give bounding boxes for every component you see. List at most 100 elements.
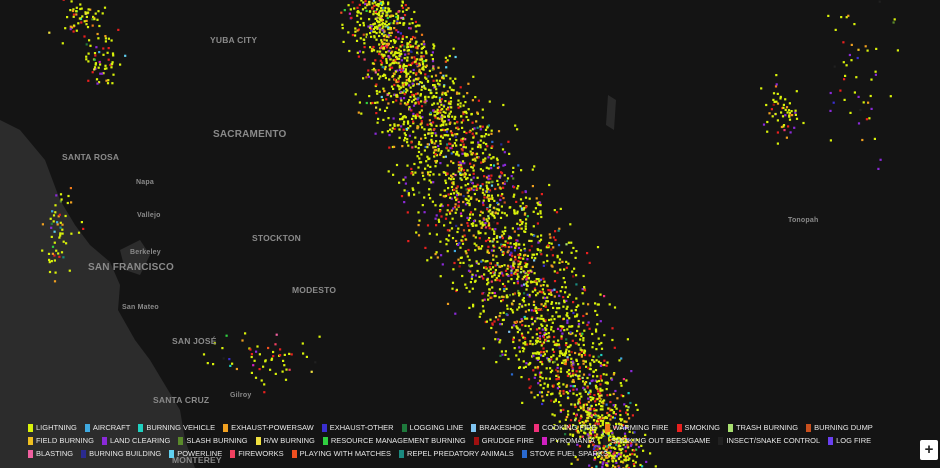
legend-item[interactable]: SMOKING [676,422,720,433]
fire-point [502,186,505,189]
fire-point [585,312,588,315]
fire-point [450,106,453,109]
fire-point [457,243,460,246]
fire-point [478,237,481,240]
legend-item[interactable]: EXHAUST-POWERSAW [223,422,314,433]
fire-point [394,36,397,39]
fire-point [574,256,577,259]
fire-point [447,118,450,122]
fire-point [418,111,421,114]
legend-item[interactable]: INSECT/SNAKE CONTROL [718,435,820,446]
legend-item[interactable]: PYROMANIA [541,435,595,446]
legend-item[interactable]: EXHAUST-OTHER [321,422,394,433]
fire-point [385,106,389,109]
legend-item[interactable]: COOKING FIRE [533,422,597,433]
legend-item[interactable]: BRAKESHOE [471,422,526,433]
fire-point [462,229,466,232]
legend-item[interactable]: REPEL PREDATORY ANIMALS [399,448,514,459]
fire-point [543,382,546,385]
fire-point [457,258,460,261]
legend-item[interactable]: BLASTING [28,448,73,459]
legend-item[interactable]: GRUDGE FIRE [473,435,534,446]
fire-point [559,410,562,413]
fire-point [364,2,367,6]
fire-point [568,325,571,328]
fire-point [383,38,386,41]
legend-item[interactable]: BURNING DUMP [806,422,873,433]
fire-point [571,270,574,273]
fire-point [430,132,433,135]
fire-point [452,192,456,195]
fire-point [112,73,115,76]
fire-point [380,61,384,64]
fire-point [427,88,431,91]
fire-point [508,253,512,256]
fire-point [457,106,460,109]
fire-point [398,75,401,78]
legend-item[interactable]: LOG FIRE [828,435,871,446]
fire-point [469,162,472,165]
fire-point [368,26,372,29]
legend-item[interactable]: FIREWORKS [230,448,284,459]
fire-point [484,157,487,160]
legend-item[interactable]: LIGHTNING [28,422,77,433]
fire-point [580,354,583,357]
legend-item[interactable]: RESOURCE MANAGEMENT BURNING [322,435,466,446]
legend-label: R/W BURNING [263,436,315,445]
fire-point [105,67,108,70]
fire-point [582,321,585,324]
legend-item[interactable]: WARMING FIRE [604,422,669,433]
fire-point [397,10,400,13]
fire-point [452,207,455,210]
fire-point [601,463,604,466]
fire-point [843,78,846,81]
fire-point [417,44,420,47]
zoom-in-button[interactable]: + [920,440,938,460]
fire-point [606,382,609,385]
legend-item[interactable]: POWERLINE [169,448,222,459]
fire-point [487,298,490,301]
fire-point [464,146,467,149]
fire-point [417,234,421,237]
fire-point [464,203,468,206]
legend-item[interactable]: PLAYING WITH MATCHES [291,448,391,459]
legend-item[interactable]: BURNING VEHICLE [138,422,215,433]
fire-point [547,390,550,394]
fire-point [780,125,783,129]
fire-point [599,425,602,428]
fire-point [615,441,618,444]
fire-point [486,145,489,148]
fire-point [437,149,440,152]
fire-point [788,111,792,115]
fire-point [424,167,427,170]
fire-point [404,134,407,137]
fire-point [395,99,398,102]
legend-item[interactable]: LOGGING LINE [401,422,463,433]
legend-item[interactable]: AIRCRAFT [84,422,130,433]
fire-point [476,176,479,179]
fire-point [546,393,549,397]
legend-item[interactable]: TRASH BURNING [727,422,798,433]
fire-point [521,324,524,327]
fire-point [531,168,534,171]
fire-point [486,208,489,211]
legend-item[interactable]: SLASH BURNING [178,435,248,446]
legend-item[interactable]: R/W BURNING [255,435,315,446]
fire-point [583,289,587,292]
fire-point [513,347,516,350]
fire-point [402,128,405,131]
legend-item[interactable]: SMOKING OUT BEES/GAME [602,435,710,446]
fire-point [788,114,791,117]
fire-point [565,384,569,387]
fire-point [583,349,586,352]
fire-point [564,344,568,347]
legend-item[interactable]: FIELD BURNING [28,435,94,446]
legend-item[interactable]: LAND CLEARING [101,435,170,446]
fire-point [431,60,435,63]
legend-item[interactable]: STOVE FUEL SPARKS [521,448,608,459]
legend-item[interactable]: BURNING BUILDING [81,448,161,459]
fire-point [550,293,553,296]
fire-point [476,183,479,186]
fire-point [526,254,529,257]
fire-point [372,67,376,70]
